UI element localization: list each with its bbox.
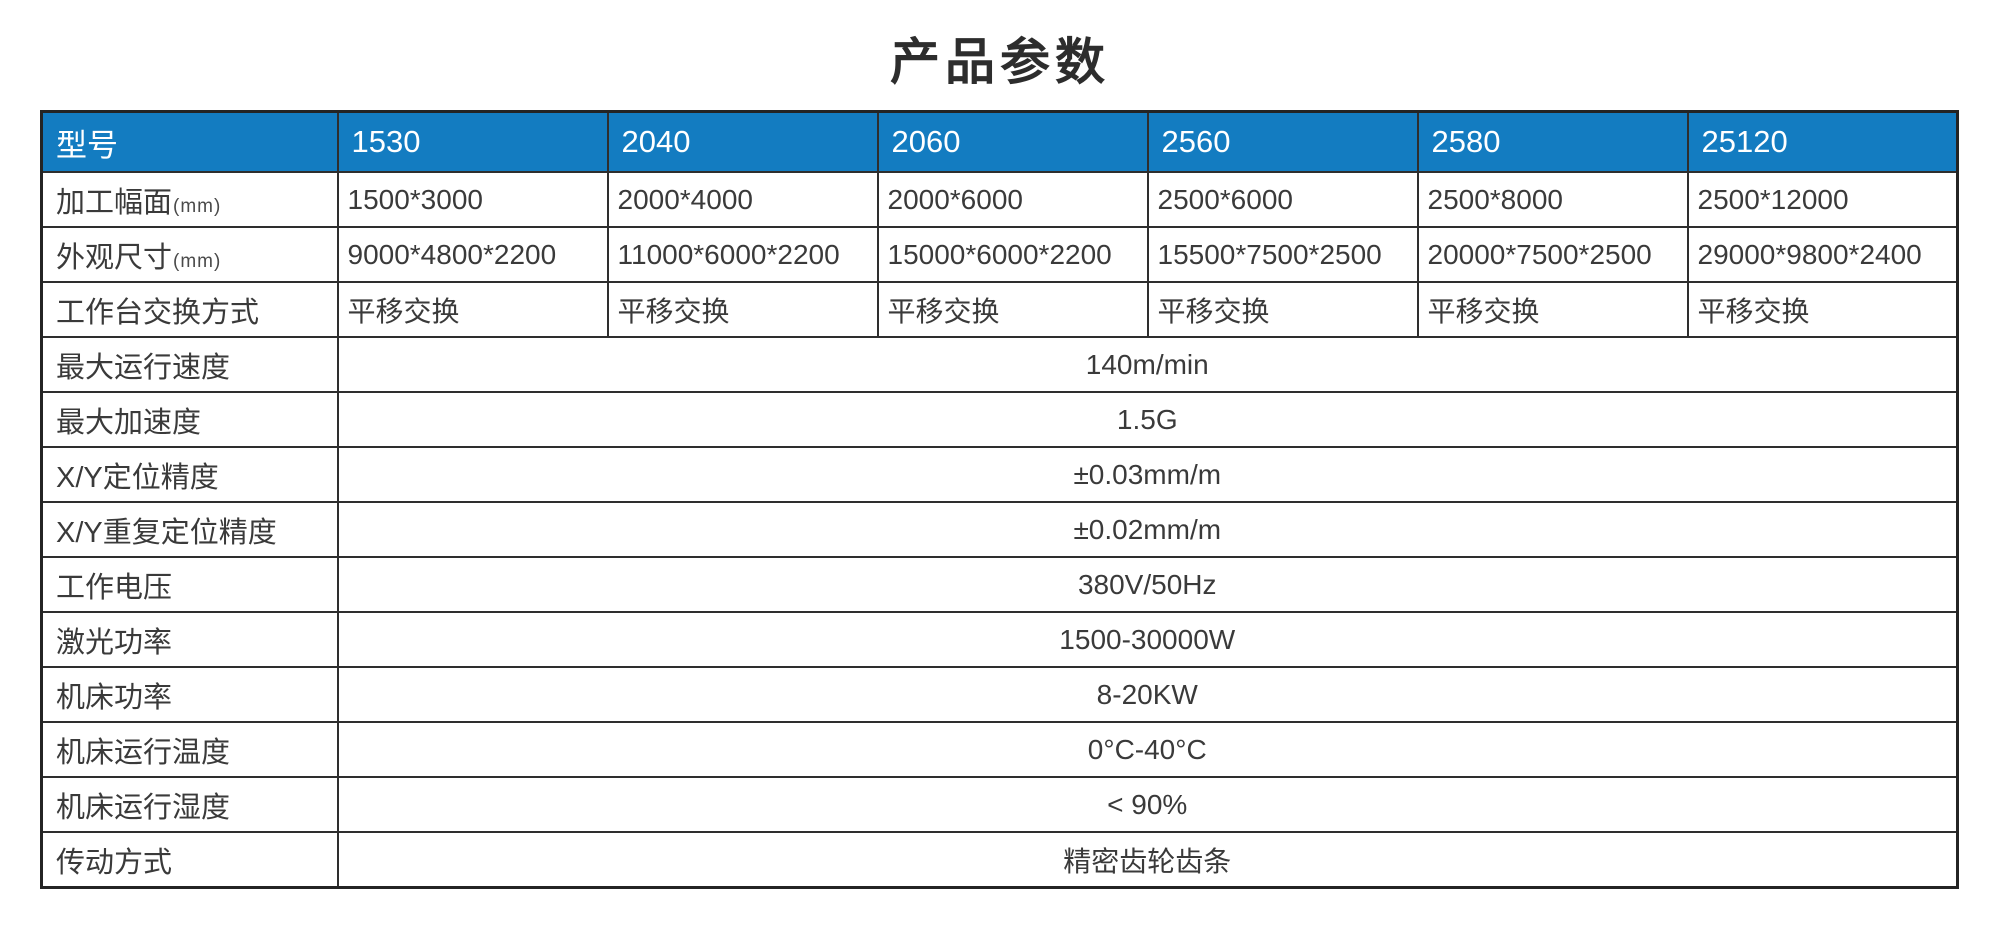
spec-row-transmission-type: 传动方式 精密齿轮齿条	[40, 831, 1959, 889]
spec-value-cell: 平移交换	[1686, 281, 1959, 338]
page-title: 产品参数	[890, 34, 1110, 90]
merged-value-cell: 1500-30000W	[336, 611, 1959, 668]
spec-value-cell: 平移交换	[336, 281, 609, 338]
spec-value-cell: 11000*6000*2200	[606, 226, 879, 283]
spec-row-repeat-accuracy: X/Y重复定位精度 ±0.02mm/m	[40, 501, 1959, 558]
header-model-cell: 2040	[606, 110, 879, 173]
spec-value-cell: 15500*7500*2500	[1146, 226, 1419, 283]
row-label: 最大加速度	[40, 391, 339, 448]
row-label: 工作台交换方式	[40, 281, 339, 338]
row-label: 机床功率	[40, 666, 339, 723]
spec-value-cell: 2500*6000	[1146, 171, 1419, 228]
spec-row-working-voltage: 工作电压 380V/50Hz	[40, 556, 1959, 613]
table-header-row: 型号 1530 2040 2060 2560 2580 25120	[40, 110, 1959, 173]
spec-row-working-area: 加工幅面(mm) 1500*3000 2000*4000 2000*6000 2…	[40, 171, 1959, 228]
spec-row-max-acceleration: 最大加速度 1.5G	[40, 391, 1959, 448]
header-label-cell: 型号	[40, 110, 339, 173]
spec-value-cell: 2500*12000	[1686, 171, 1959, 228]
merged-value-cell: 380V/50Hz	[336, 556, 1959, 613]
merged-value-cell: ±0.02mm/m	[336, 501, 1959, 558]
row-label: 机床运行湿度	[40, 776, 339, 833]
merged-value-cell: ±0.03mm/m	[336, 446, 1959, 503]
merged-value-cell: 精密齿轮齿条	[336, 831, 1959, 889]
spec-value-cell: 15000*6000*2200	[876, 226, 1149, 283]
spec-value-cell: 2500*8000	[1416, 171, 1689, 228]
row-label: 加工幅面(mm)	[40, 171, 339, 228]
spec-value-cell: 平移交换	[1146, 281, 1419, 338]
merged-value-cell: 1.5G	[336, 391, 1959, 448]
spec-row-operating-humidity: 机床运行湿度 < 90%	[40, 776, 1959, 833]
spec-value-cell: 平移交换	[876, 281, 1149, 338]
spec-row-outline-size: 外观尺寸(mm) 9000*4800*2200 11000*6000*2200 …	[40, 226, 1959, 283]
row-label-text: 加工幅面	[56, 186, 173, 219]
merged-value-cell: 8-20KW	[336, 666, 1959, 723]
merged-value-cell: 0°C-40°C	[336, 721, 1959, 778]
row-label: 机床运行温度	[40, 721, 339, 778]
row-label: 工作电压	[40, 556, 339, 613]
row-label-unit: (mm)	[173, 250, 222, 272]
row-label: X/Y重复定位精度	[40, 501, 339, 558]
header-model-cell: 25120	[1686, 110, 1959, 173]
row-label-text: 外观尺寸	[56, 241, 173, 274]
spec-value-cell: 20000*7500*2500	[1416, 226, 1689, 283]
spec-value-cell: 1500*3000	[336, 171, 609, 228]
spec-row-positioning-accuracy: X/Y定位精度 ±0.03mm/m	[40, 446, 1959, 503]
header-model-cell: 2560	[1146, 110, 1419, 173]
row-label: 外观尺寸(mm)	[40, 226, 339, 283]
spec-value-cell: 9000*4800*2200	[336, 226, 609, 283]
row-label: 传动方式	[40, 831, 339, 889]
row-label: X/Y定位精度	[40, 446, 339, 503]
row-label-unit: (mm)	[173, 195, 222, 217]
spec-value-cell: 2000*6000	[876, 171, 1149, 228]
row-label: 激光功率	[40, 611, 339, 668]
spec-table: 型号 1530 2040 2060 2560 2580 25120 加工幅面(m…	[40, 110, 1959, 889]
spec-row-laser-power: 激光功率 1500-30000W	[40, 611, 1959, 668]
row-label: 最大运行速度	[40, 336, 339, 393]
header-model-cell: 2060	[876, 110, 1149, 173]
spec-value-cell: 29000*9800*2400	[1686, 226, 1959, 283]
spec-row-operating-temperature: 机床运行温度 0°C-40°C	[40, 721, 1959, 778]
merged-value-cell: 140m/min	[336, 336, 1959, 393]
spec-row-table-exchange: 工作台交换方式 平移交换 平移交换 平移交换 平移交换 平移交换 平移交换	[40, 281, 1959, 338]
header-model-cell: 2580	[1416, 110, 1689, 173]
spec-value-cell: 2000*4000	[606, 171, 879, 228]
spec-row-machine-power: 机床功率 8-20KW	[40, 666, 1959, 723]
merged-value-cell: < 90%	[336, 776, 1959, 833]
spec-value-cell: 平移交换	[606, 281, 879, 338]
spec-row-max-speed: 最大运行速度 140m/min	[40, 336, 1959, 393]
header-model-cell: 1530	[336, 110, 609, 173]
spec-value-cell: 平移交换	[1416, 281, 1689, 338]
